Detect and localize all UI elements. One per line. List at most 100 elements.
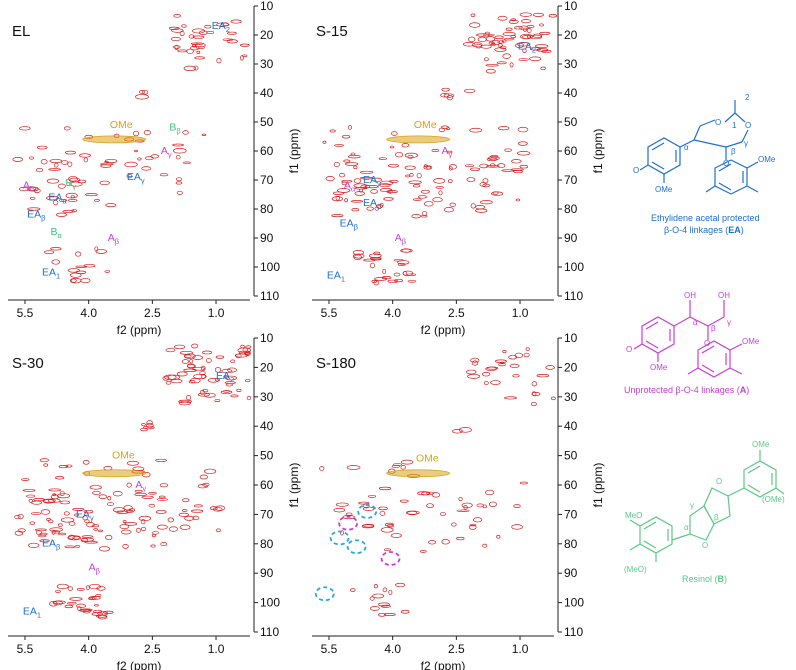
contour-peak xyxy=(496,61,507,65)
contour-peak xyxy=(188,34,195,39)
contour-peak xyxy=(122,520,127,523)
contour-peak xyxy=(501,169,515,172)
contour-peak xyxy=(523,352,530,358)
contour-peak xyxy=(167,374,180,380)
contour-peak xyxy=(48,488,62,492)
contour-peak xyxy=(57,183,66,189)
contour-peak xyxy=(514,26,523,30)
ea-atom-o-left: O xyxy=(633,166,639,175)
contour-peak xyxy=(319,466,325,471)
contour-peak xyxy=(474,205,486,210)
contour-peak xyxy=(151,533,156,538)
contour-peak xyxy=(193,504,203,508)
contour-peak xyxy=(193,65,199,71)
f1-tick-label: 90 xyxy=(564,231,578,245)
f1-tick-label: 10 xyxy=(260,331,274,345)
contour-peak xyxy=(50,494,59,500)
contour-peak xyxy=(492,191,499,195)
contour-peak xyxy=(39,539,50,543)
contour-peak xyxy=(390,533,402,538)
peak-annotation: Bβ xyxy=(169,122,181,136)
contour-peak xyxy=(529,56,542,62)
contour-peak xyxy=(369,606,380,611)
contour-peak xyxy=(49,159,63,163)
structure-a xyxy=(633,300,743,378)
f2-tick-label: 5.5 xyxy=(321,306,338,320)
contour-peak xyxy=(502,53,511,59)
contour-peak xyxy=(46,518,51,521)
contour-peak xyxy=(42,498,56,503)
contour-peak xyxy=(52,600,66,605)
contour-peak xyxy=(440,512,446,516)
contour-peak xyxy=(126,482,132,488)
contour-peak xyxy=(498,362,506,367)
contour-peak xyxy=(84,540,98,544)
contour-peak xyxy=(69,597,83,601)
contour-peak xyxy=(383,197,394,201)
contour-peak xyxy=(387,279,399,283)
contour-peak xyxy=(462,42,476,47)
contour-peak xyxy=(525,347,530,351)
contour-peak xyxy=(479,163,489,169)
contour-peak xyxy=(472,517,483,523)
a-atom-oh-1: OH xyxy=(684,291,696,300)
contour-peak xyxy=(456,509,470,512)
f1-tick-label: 30 xyxy=(564,390,578,404)
contour-peak xyxy=(426,491,435,495)
contour-peak xyxy=(501,39,507,43)
f1-tick-label: 110 xyxy=(564,625,583,639)
contour-peak xyxy=(352,253,365,259)
f1-tick-label: 30 xyxy=(260,390,274,404)
contour-peak xyxy=(72,536,80,540)
contour-peak xyxy=(412,198,422,201)
contour-peak xyxy=(431,492,441,498)
contour-peak xyxy=(122,544,129,549)
peak-annotation: Aα xyxy=(23,180,35,194)
contour-peak xyxy=(56,493,71,499)
contour-peak xyxy=(431,149,440,152)
contour-peak xyxy=(170,378,183,384)
contour-peak xyxy=(475,208,488,213)
f1-tick-label: 70 xyxy=(564,507,578,521)
contour-peak xyxy=(126,173,133,179)
contour-peak xyxy=(402,271,408,276)
contour-peak xyxy=(486,157,498,161)
contour-peak xyxy=(39,532,48,536)
contour-peak xyxy=(54,162,59,168)
contour-peak xyxy=(64,545,76,549)
contour-peak xyxy=(466,177,476,182)
contour-peak xyxy=(393,272,401,277)
contour-peak xyxy=(62,209,75,213)
contour-peak xyxy=(359,176,374,180)
contour-peak xyxy=(502,31,516,37)
contour-peak xyxy=(214,367,222,373)
contour-peak xyxy=(59,490,65,496)
contour-peak xyxy=(471,360,479,366)
contour-peak xyxy=(503,37,515,41)
contour-peak xyxy=(476,503,484,508)
f2-tick-label: 2.5 xyxy=(144,642,161,656)
contour-peak xyxy=(179,524,191,530)
contour-peak xyxy=(458,427,472,433)
f1-tick-label: 30 xyxy=(260,57,274,71)
contour-peak xyxy=(230,394,239,398)
f1-tick-label: 80 xyxy=(564,537,578,551)
contour-peak xyxy=(152,530,159,535)
contour-peak xyxy=(405,174,411,178)
contour-peak xyxy=(155,458,168,462)
f1-tick-label: 80 xyxy=(260,202,274,216)
contour-peak xyxy=(446,150,453,154)
contour-peak xyxy=(160,542,168,547)
contour-peak xyxy=(59,500,71,505)
contour-peak xyxy=(203,468,217,474)
contour-peak xyxy=(438,190,443,196)
contour-peak xyxy=(489,501,497,507)
b-atom-meo-paren: (MeO) xyxy=(624,565,647,574)
contour-peak xyxy=(70,278,77,283)
contour-peak xyxy=(502,350,507,354)
contour-peak xyxy=(221,22,229,27)
contour-peak xyxy=(51,530,61,534)
contour-peak xyxy=(512,170,524,174)
f2-tick-label: 4.0 xyxy=(384,306,401,320)
a-atom-beta: β xyxy=(711,324,716,333)
